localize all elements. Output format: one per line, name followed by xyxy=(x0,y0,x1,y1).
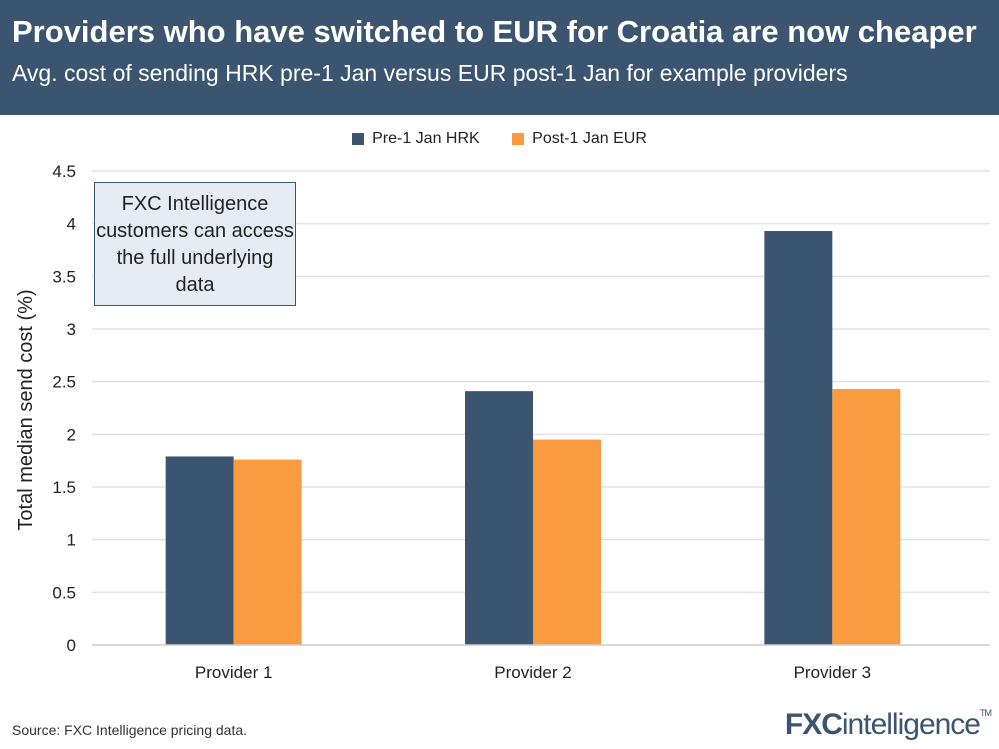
y-tick-label: 4.5 xyxy=(52,162,76,181)
bar-hrk xyxy=(764,231,833,646)
legend-item-eur: Post-1 Jan EUR xyxy=(512,130,647,148)
bar-eur xyxy=(233,459,302,645)
y-tick-label: 3.5 xyxy=(52,267,76,286)
legend: Pre-1 Jan HRK Post-1 Jan EUR xyxy=(0,130,999,150)
bar-eur xyxy=(832,389,901,645)
chart-subtitle: Avg. cost of sending HRK pre-1 Jan versu… xyxy=(12,60,848,86)
y-tick-label: 2.5 xyxy=(52,373,76,392)
y-tick-label: 0.5 xyxy=(52,583,76,602)
y-tick-label: 3 xyxy=(67,320,76,339)
x-tick-label: Provider 3 xyxy=(794,663,871,682)
legend-swatch xyxy=(352,133,365,145)
y-tick-label: 1 xyxy=(67,531,76,550)
bar-hrk xyxy=(165,456,234,645)
x-tick-label: Provider 2 xyxy=(494,663,571,682)
y-tick-label: 2 xyxy=(67,425,76,444)
header-banner: Providers who have switched to EUR for C… xyxy=(0,0,999,115)
source-note: Source: FXC Intelligence pricing data. xyxy=(12,722,248,738)
x-tick-label: Provider 1 xyxy=(195,663,272,682)
data-access-note: FXC Intelligence customers can access th… xyxy=(94,182,296,306)
bar-hrk xyxy=(465,391,533,645)
y-axis-label: Total median send cost (%) xyxy=(15,289,37,530)
legend-label: Post-1 Jan EUR xyxy=(532,130,647,147)
y-tick-label: 0 xyxy=(67,636,76,655)
legend-item-hrk: Pre-1 Jan HRK xyxy=(352,130,480,148)
legend-label: Pre-1 Jan HRK xyxy=(372,130,480,147)
bar-eur xyxy=(533,439,601,645)
y-tick-label: 1.5 xyxy=(52,478,76,497)
fxc-logo: FXCintelligenceTM xyxy=(784,708,992,741)
legend-swatch xyxy=(512,133,525,145)
chart-title: Providers who have switched to EUR for C… xyxy=(12,14,977,49)
y-tick-label: 4 xyxy=(67,215,76,234)
